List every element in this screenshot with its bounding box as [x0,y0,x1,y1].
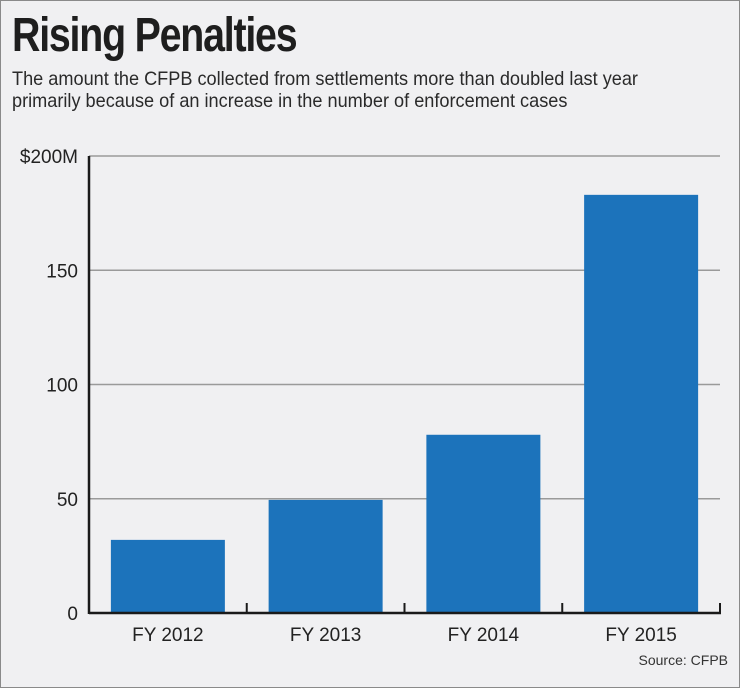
bar-fy-2014 [426,434,541,613]
y-tick-label: $200M [20,147,78,168]
bars [110,194,699,613]
y-tick-labels: 0 50 100 150 $200M [20,147,78,625]
chart-subtitle: The amount the CFPB collected from settl… [12,68,638,112]
bar-fy-2013 [268,499,383,613]
axes [87,156,721,615]
x-category-label: FY 2013 [290,625,361,646]
x-category-label: FY 2015 [605,625,676,646]
y-tick-label: 50 [57,490,78,511]
y-tick-label: 100 [46,376,78,397]
source-note: Source: CFPB [638,652,728,668]
y-tick-label: 0 [67,604,78,625]
x-category-labels: FY 2012 FY 2013 FY 2014 FY 2015 [132,625,677,646]
y-tick-label: 150 [46,261,78,282]
bar-fy-2012 [110,539,225,613]
x-category-label: FY 2012 [132,625,203,646]
chart-title: Rising Penalties [12,9,298,62]
bar-fy-2015 [584,194,699,613]
x-category-label: FY 2014 [448,625,520,646]
